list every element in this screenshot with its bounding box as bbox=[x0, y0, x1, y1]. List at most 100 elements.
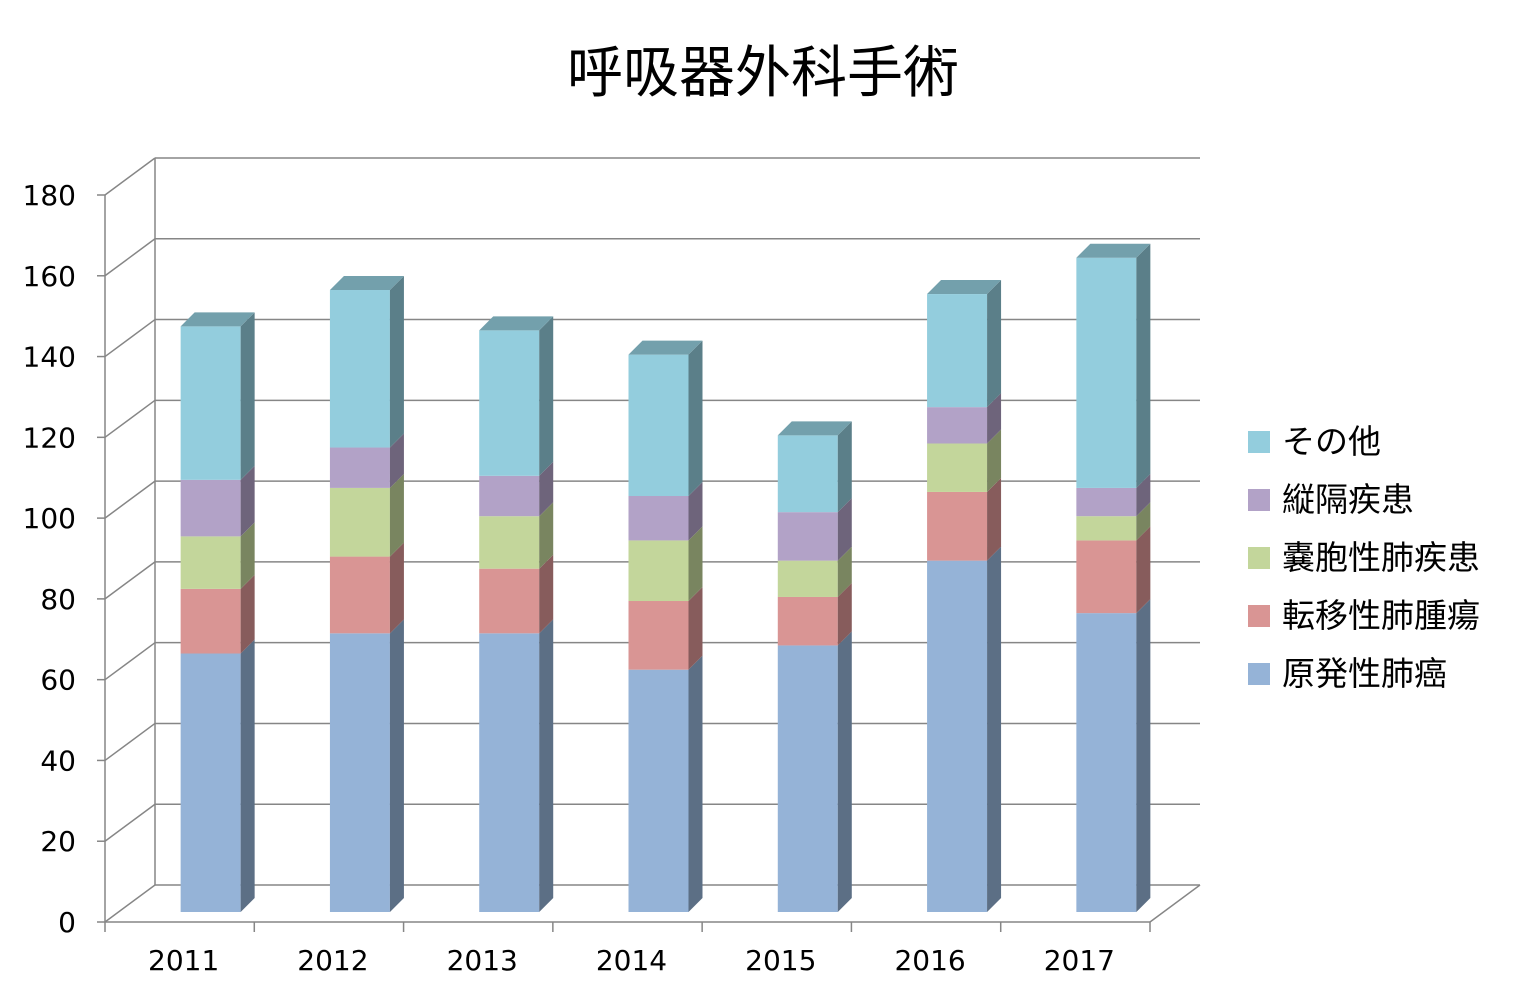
bar-segment-front bbox=[628, 601, 689, 670]
gridline-depth bbox=[104, 884, 156, 923]
bar-segment-front bbox=[777, 596, 838, 646]
bar-segment-front bbox=[777, 645, 838, 912]
floor-edge bbox=[1149, 884, 1201, 923]
bar-segment-front bbox=[777, 560, 838, 597]
bar-segment-side bbox=[987, 280, 1002, 408]
bar-segment-front bbox=[628, 669, 689, 912]
bar-top bbox=[628, 340, 703, 355]
bar-segment-side bbox=[389, 276, 404, 448]
gridline-depth bbox=[104, 480, 156, 519]
bar-segment-side bbox=[987, 393, 1002, 444]
bar-segment-front bbox=[180, 536, 241, 589]
bar-segment-side bbox=[837, 582, 852, 646]
chart-title: 呼吸器外科手術 bbox=[567, 41, 959, 106]
y-tick-label: 0 bbox=[58, 906, 76, 939]
x-tick-label: 2012 bbox=[297, 944, 368, 977]
bar-segment-side bbox=[240, 574, 255, 654]
y-tick-label: 120 bbox=[23, 421, 76, 454]
gridline-depth bbox=[104, 399, 156, 438]
gridline-depth bbox=[104, 803, 156, 842]
y-tick-label: 100 bbox=[23, 502, 76, 535]
bar-segment-side bbox=[539, 461, 554, 517]
gridline-depth bbox=[104, 642, 156, 681]
bar-segment-front bbox=[927, 294, 988, 408]
bar-segment-side bbox=[539, 316, 554, 476]
legend-swatch bbox=[1248, 663, 1270, 685]
bar-segment-side bbox=[389, 473, 404, 557]
y-tick-label: 40 bbox=[40, 744, 76, 777]
legend-label: 縦隔疾患 bbox=[1282, 480, 1414, 519]
bar-segment-front bbox=[628, 354, 689, 496]
bar-segment-front bbox=[1076, 257, 1137, 488]
bar-segment-front bbox=[1076, 487, 1137, 517]
legend-label: 嚢胞性肺疾患 bbox=[1282, 538, 1480, 577]
y-tick-label: 140 bbox=[23, 341, 76, 374]
bar-segment-front bbox=[479, 633, 540, 912]
bar-segment-front bbox=[479, 568, 540, 634]
bar-segment-side bbox=[1136, 526, 1151, 614]
y-tick-label: 180 bbox=[23, 179, 76, 212]
bar-segment-front bbox=[180, 479, 241, 537]
x-tick-label: 2011 bbox=[148, 944, 219, 977]
x-tick-label: 2016 bbox=[894, 944, 965, 977]
bar-segment-front bbox=[479, 475, 540, 517]
bar-segment-side bbox=[688, 587, 703, 670]
y-tick-label: 160 bbox=[23, 260, 76, 293]
bar-segment-front bbox=[628, 495, 689, 541]
bar-segment-front bbox=[329, 487, 390, 557]
gridline-depth bbox=[104, 561, 156, 600]
legend-swatch bbox=[1248, 605, 1270, 627]
legend-label: その他 bbox=[1282, 422, 1381, 461]
legend-swatch bbox=[1248, 431, 1270, 453]
x-tick-label: 2017 bbox=[1044, 944, 1115, 977]
bar-segment-front bbox=[329, 447, 390, 488]
bar-segment-side bbox=[240, 639, 255, 912]
bar-segment-front bbox=[479, 516, 540, 569]
y-tick-label: 60 bbox=[40, 664, 76, 697]
bar-top bbox=[1076, 243, 1151, 258]
bar-segment-front bbox=[1076, 516, 1137, 541]
bar-segment-side bbox=[1136, 473, 1151, 517]
bar-segment-side bbox=[389, 433, 404, 488]
x-tick-label: 2013 bbox=[447, 944, 518, 977]
bar-top bbox=[329, 276, 404, 291]
x-tick-label: 2015 bbox=[745, 944, 816, 977]
bar-segment-front bbox=[777, 512, 838, 561]
bar-segment-side bbox=[688, 481, 703, 541]
bar-segment-side bbox=[389, 619, 404, 912]
gridline-depth bbox=[104, 722, 156, 762]
bar-segment-side bbox=[837, 546, 852, 597]
bar-segment-front bbox=[927, 491, 988, 561]
bar-segment-side bbox=[1136, 599, 1151, 912]
legend-swatch bbox=[1248, 547, 1270, 569]
bar-segment-side bbox=[987, 429, 1002, 492]
bar-segment-front bbox=[1076, 540, 1137, 614]
bar-top bbox=[777, 421, 852, 436]
y-tick-label: 20 bbox=[40, 825, 76, 858]
bar-segment-side bbox=[389, 542, 404, 634]
bar-segment-front bbox=[927, 407, 988, 444]
bar-segment-side bbox=[837, 421, 852, 513]
bar-segment-front bbox=[329, 290, 390, 448]
bar-segment-front bbox=[180, 653, 241, 912]
bar-top bbox=[927, 280, 1002, 295]
bar-segment-side bbox=[1136, 243, 1151, 488]
bar-segment-front bbox=[1076, 613, 1137, 912]
bar-top bbox=[180, 312, 255, 327]
bar-segment-side bbox=[688, 340, 703, 496]
bar-segment-side bbox=[1136, 502, 1151, 541]
bar-segment-side bbox=[539, 502, 554, 569]
gridline-depth bbox=[104, 318, 156, 358]
bar-segment-side bbox=[539, 619, 554, 912]
bar-segment-front bbox=[329, 633, 390, 912]
y-tick-label: 80 bbox=[40, 583, 76, 616]
x-tick-label: 2014 bbox=[596, 944, 667, 977]
bar-segment-side bbox=[240, 465, 255, 537]
bar-top bbox=[479, 316, 554, 331]
bar-segment-side bbox=[837, 498, 852, 561]
bar-segment-front bbox=[329, 556, 390, 634]
bar-segment-front bbox=[927, 560, 988, 912]
bar-segment-front bbox=[777, 435, 838, 513]
